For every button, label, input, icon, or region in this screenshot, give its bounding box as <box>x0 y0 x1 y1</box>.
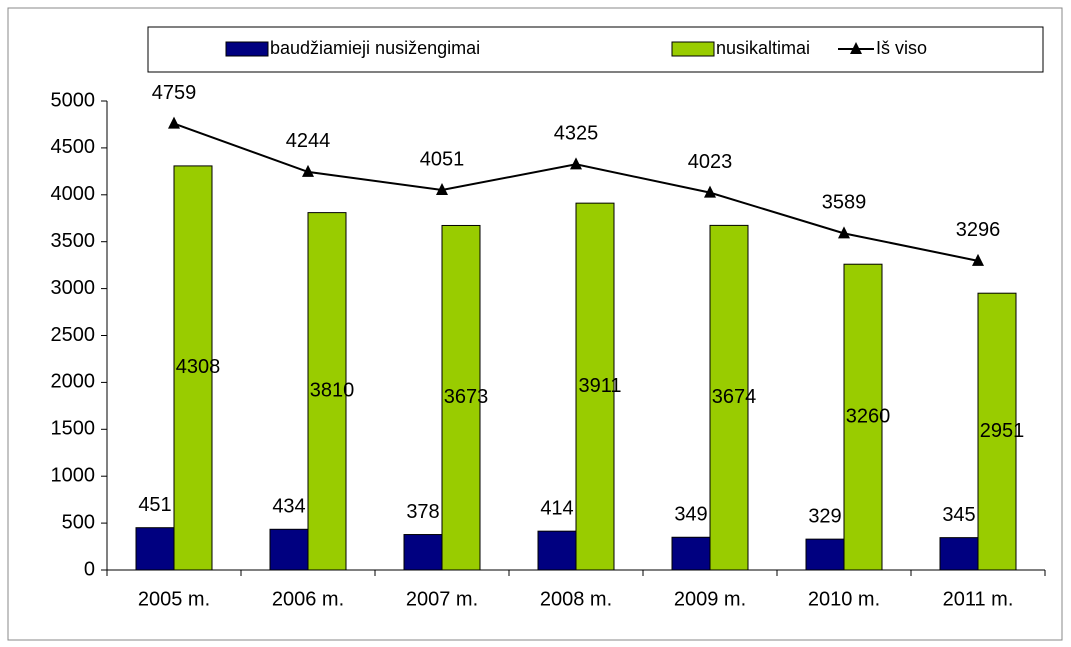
data-label: 3674 <box>712 386 757 408</box>
bar <box>537 530 577 571</box>
data-label: 4308 <box>176 356 221 378</box>
data-label: 434 <box>272 496 305 518</box>
y-tick-label: 500 <box>62 511 95 533</box>
line-marker <box>302 164 314 177</box>
data-label: 451 <box>138 494 171 516</box>
y-tick-label: 4000 <box>51 183 96 205</box>
bar <box>805 538 845 571</box>
data-label: 414 <box>540 497 573 519</box>
y-tick-label: 3000 <box>51 277 96 299</box>
legend-label: baudžiamieji nusižengimai <box>270 38 480 58</box>
line-marker <box>972 253 984 266</box>
y-tick-label: 0 <box>84 558 95 580</box>
bar <box>173 165 213 571</box>
x-tick-label: 2007 m. <box>406 588 478 610</box>
legend-swatch <box>671 41 715 57</box>
bar <box>939 537 979 571</box>
bar <box>441 224 481 571</box>
data-label: 378 <box>406 501 439 523</box>
y-tick-label: 2500 <box>51 324 96 346</box>
data-label: 4023 <box>688 151 733 173</box>
data-label: 4759 <box>152 82 197 104</box>
legend-box <box>147 26 1044 73</box>
y-tick-label: 4500 <box>51 136 96 158</box>
y-tick-label: 5000 <box>51 89 96 111</box>
data-label: 4051 <box>420 148 465 170</box>
x-tick-label: 2011 m. <box>943 588 1014 610</box>
data-label: 3296 <box>956 219 1001 241</box>
y-tick-label: 3500 <box>51 230 96 252</box>
data-label: 329 <box>808 505 841 527</box>
data-label: 345 <box>942 504 975 526</box>
x-tick-label: 2008 m. <box>540 588 612 610</box>
x-tick-label: 2006 m. <box>272 588 344 610</box>
bar <box>977 292 1017 571</box>
line-marker <box>838 226 850 239</box>
bar <box>575 202 615 571</box>
data-label: 4325 <box>554 123 599 145</box>
bar <box>671 536 711 571</box>
data-label: 3911 <box>578 375 621 397</box>
legend-swatch <box>225 41 269 57</box>
x-tick-label: 2009 m. <box>674 588 746 610</box>
legend-marker <box>850 42 862 54</box>
data-label: 3260 <box>846 405 891 427</box>
y-tick-label: 1500 <box>51 418 96 440</box>
x-tick-label: 2005 m. <box>138 588 210 610</box>
line-marker <box>436 183 448 196</box>
data-label: 4244 <box>286 130 331 152</box>
x-tick-label: 2010 m. <box>808 588 880 610</box>
legend-label: Iš viso <box>876 38 927 58</box>
bar <box>403 534 443 571</box>
data-label: 349 <box>674 504 707 526</box>
line-marker <box>168 116 180 129</box>
data-label: 3810 <box>310 380 355 402</box>
bar <box>135 527 175 571</box>
bar <box>709 224 749 571</box>
data-label: 3589 <box>822 192 867 214</box>
bar <box>269 528 309 571</box>
y-tick-label: 1000 <box>51 464 96 486</box>
data-label: 2951 <box>980 420 1025 442</box>
line-marker <box>704 185 716 198</box>
data-label: 3673 <box>444 386 489 408</box>
line-marker <box>570 157 582 170</box>
bar <box>307 212 347 571</box>
legend-label: nusikaltimai <box>716 38 810 58</box>
y-tick-label: 2000 <box>51 371 96 393</box>
bar <box>843 263 883 571</box>
